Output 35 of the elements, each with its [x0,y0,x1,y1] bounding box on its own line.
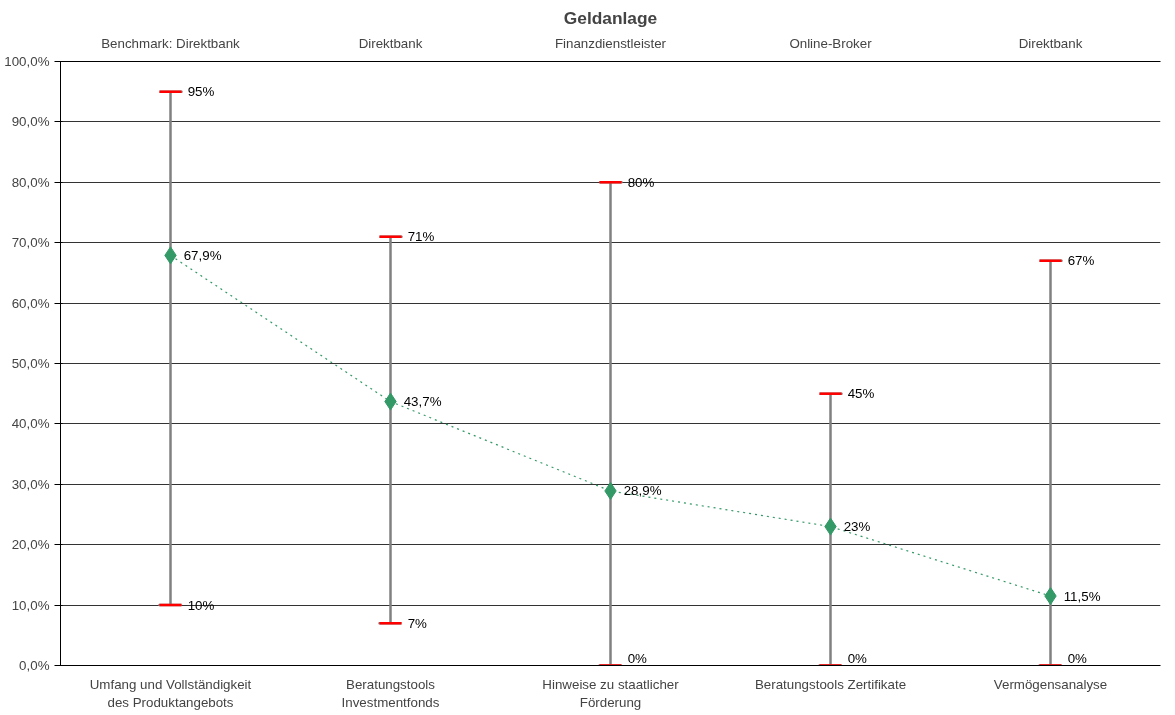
y-tick-label: 10,0% [11,597,50,613]
annotation: 0% [627,650,648,666]
y-tick-label: 30,0% [11,476,50,492]
text: Finanzdienstleister [554,35,667,51]
annotation: 95% [187,84,215,100]
chart-title: Geldanlage [563,7,658,28]
data-label: 28,9% [623,483,662,499]
annotation: 7% [407,615,428,631]
data-label: 67,9% [183,247,222,263]
x-tick-label: Beratungstools Investmentfonds [341,676,440,710]
annotation: 67% [1067,253,1095,269]
text: Direktbank [1018,35,1083,51]
y-tick-label: 20,0% [11,537,50,553]
annotation: 71% [407,229,435,245]
y-tick-label: 70,0% [11,235,50,251]
x-tick-label: Beratungstools Zertifikate [754,676,907,692]
text: Direktbank [358,35,423,51]
y-tick-label: 50,0% [11,356,50,371]
text: Online-Broker [789,35,873,51]
y-tick-label: 0,0% [19,658,50,673]
x-tick-label: Vermögensanalyse [993,676,1108,692]
y-tick-label: 90,0% [11,114,50,130]
x-tick-label: Hinweise zu staatlicher Förderung [542,676,680,710]
data-label: 43,7% [403,394,442,410]
y-tick-label: 80,0% [11,174,50,190]
y-tick-label: 40,0% [11,416,50,432]
text: Benchmark: Direktbank [101,35,241,51]
annotation: 0% [1067,650,1088,666]
x-tick-label: Umfang und Vollständigkeit des Produktangebots [89,676,252,710]
annotation: 0% [847,650,868,666]
data-label: 11,5% [1063,588,1101,604]
annotation: 45% [847,386,875,402]
data-label: 23% [843,519,871,535]
y-tick-label: 100,0% [4,54,50,69]
y-tick-label: 60,0% [11,295,50,311]
